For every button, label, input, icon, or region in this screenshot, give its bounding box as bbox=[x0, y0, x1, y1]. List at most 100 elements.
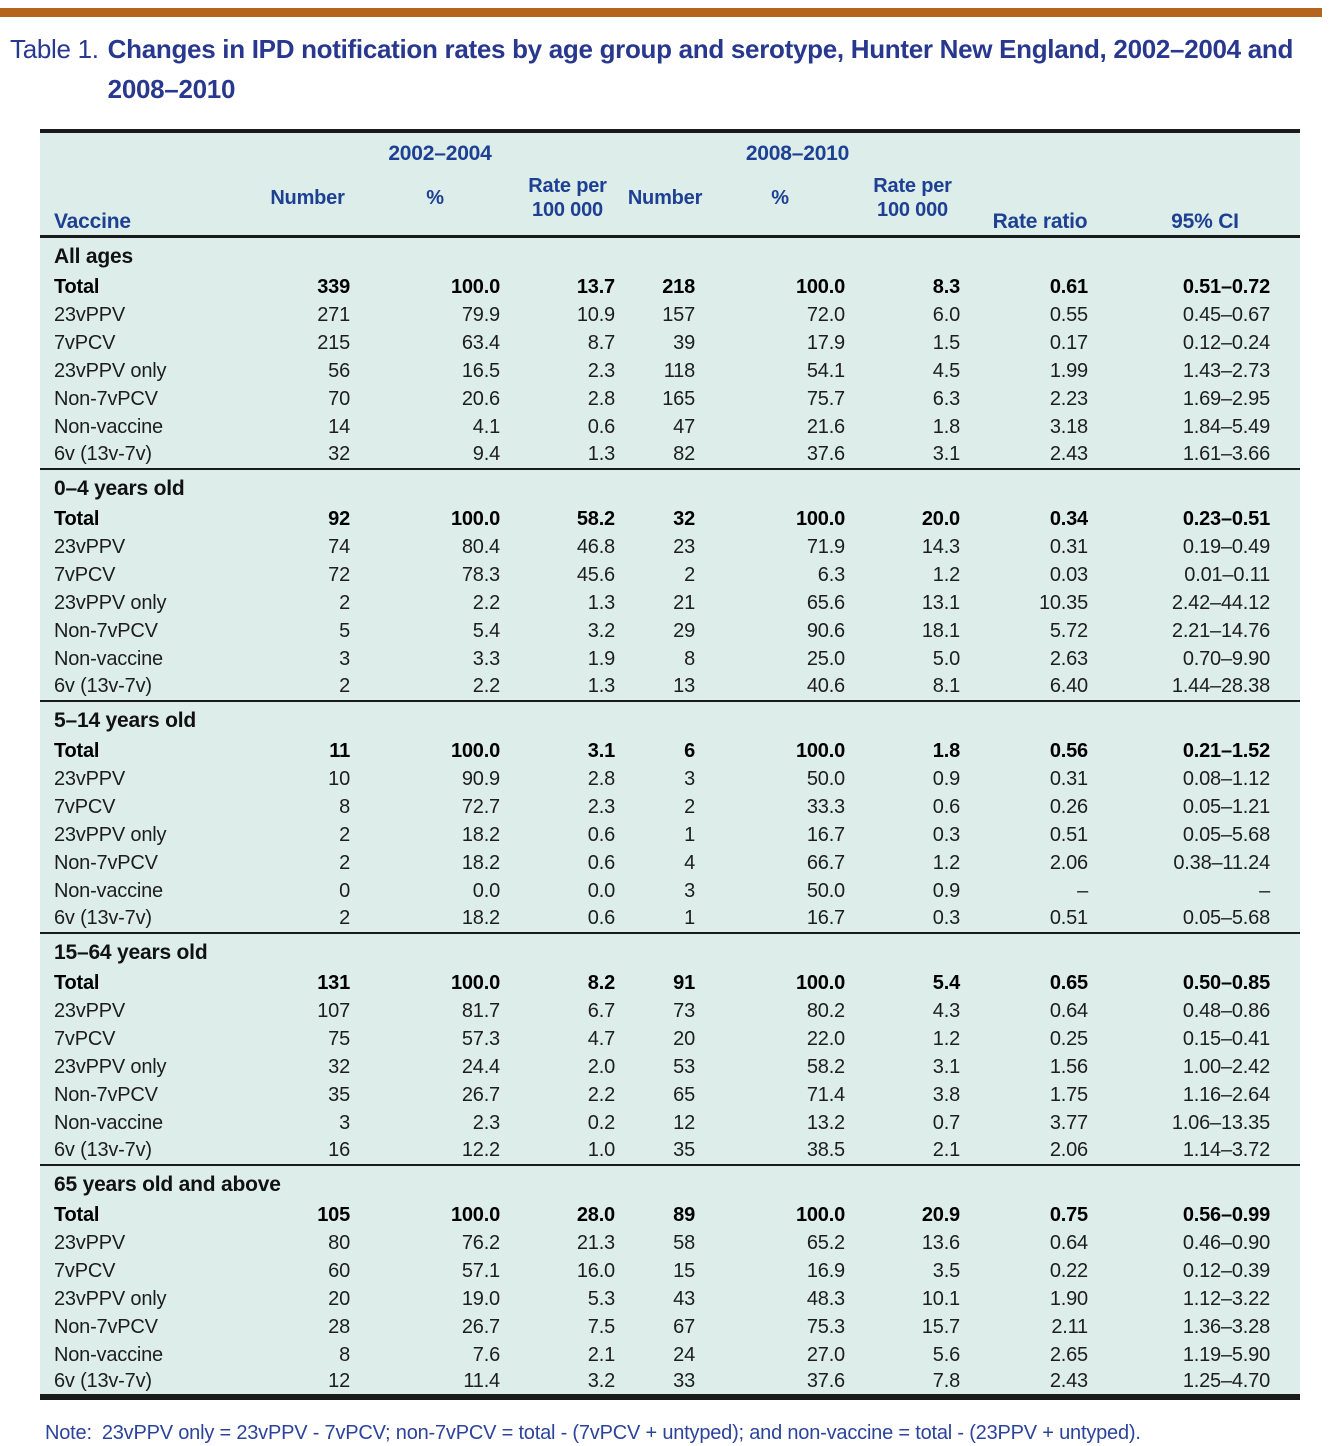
cell: 3.1 bbox=[932, 443, 960, 465]
table-row: Total 105 100.0 28.0 89 100.0 20.9 0.75 0.56–0.9… bbox=[40, 1201, 1300, 1229]
row-label: 7vPCV bbox=[54, 795, 116, 818]
table-row: 23vPPV only 2 2.2 1.3 21 65.6 13.1 10.35 2.42–44… bbox=[40, 589, 1300, 617]
cell: 63.4 bbox=[461, 331, 500, 354]
cell: 1.84–5.49 bbox=[1182, 415, 1270, 438]
cell: 2 bbox=[684, 795, 695, 818]
row-label: Total bbox=[54, 507, 100, 530]
cell: 0.34 bbox=[1049, 507, 1088, 530]
cell: 2.63 bbox=[1049, 647, 1088, 670]
cell: 78.3 bbox=[461, 563, 500, 586]
section-row: All ages bbox=[40, 235, 1300, 273]
cell: 1.8 bbox=[932, 739, 960, 762]
cell: 2.11 bbox=[1051, 1315, 1088, 1338]
cell: 21 bbox=[673, 591, 695, 614]
row-label: Non-7vPCV bbox=[54, 387, 158, 410]
cell: 2.1 bbox=[932, 1139, 960, 1161]
table-title-line2: 2008–2010 bbox=[107, 74, 236, 104]
cell: 6.3 bbox=[817, 563, 845, 586]
table-row: Non-vaccine 0 0.0 0.0 3 50.0 0.9 – – bbox=[40, 877, 1300, 905]
cell: 1 bbox=[684, 823, 695, 846]
row-label: 7vPCV bbox=[54, 1259, 116, 1282]
cell: 100.0 bbox=[795, 971, 845, 994]
cell: 26.7 bbox=[461, 1315, 500, 1338]
cell: 0.03 bbox=[1049, 563, 1088, 586]
cell: 12 bbox=[673, 1111, 695, 1134]
header-period-row: Vaccine 2002–2004 2008–2010 Rate ratio 9… bbox=[40, 131, 1300, 233]
cell: 100.0 bbox=[450, 971, 500, 994]
cell: 6.3 bbox=[932, 387, 960, 410]
table-row: Total 131 100.0 8.2 91 100.0 5.4 0.65 0.50–0.85 bbox=[40, 969, 1300, 997]
cell: 37.6 bbox=[806, 1370, 845, 1392]
header-sub-row: Number % Rate per 100 000 Number % Rate p… bbox=[40, 167, 1300, 237]
cell: 13.1 bbox=[921, 591, 960, 614]
cell: 71.9 bbox=[806, 535, 845, 558]
cell: 1.8 bbox=[932, 415, 960, 438]
cell: 75 bbox=[328, 1027, 350, 1050]
cell: 3.5 bbox=[932, 1259, 960, 1282]
cell: 0.26 bbox=[1049, 795, 1088, 818]
row-label: Non-7vPCV bbox=[54, 1083, 158, 1106]
cell: 71.4 bbox=[806, 1083, 845, 1106]
cell: 5 bbox=[339, 619, 350, 642]
row-label: Total bbox=[54, 1203, 100, 1226]
cell: 0.12–0.24 bbox=[1182, 331, 1270, 354]
cell: 19.0 bbox=[461, 1287, 500, 1310]
cell: 2.06 bbox=[1049, 1139, 1088, 1161]
section-row: 65 years old and above bbox=[40, 1164, 1300, 1201]
cell: 8 bbox=[339, 795, 350, 818]
cell: 2.21–14.76 bbox=[1171, 619, 1270, 642]
cell: 12.2 bbox=[461, 1139, 500, 1161]
cell: 0.23–0.51 bbox=[1182, 507, 1270, 530]
table-row: Non-7vPCV 2 18.2 0.6 4 66.7 1.2 2.06 0.38–11.24 bbox=[40, 849, 1300, 877]
cell: 20.0 bbox=[921, 507, 960, 530]
cell: 0.05–5.68 bbox=[1182, 823, 1270, 846]
cell: 3.77 bbox=[1049, 1111, 1088, 1134]
cell: 16 bbox=[328, 1139, 350, 1161]
cell: 10.1 bbox=[921, 1287, 960, 1310]
row-label: 23vPPV bbox=[54, 767, 126, 790]
cell: 1.14–3.72 bbox=[1182, 1139, 1270, 1161]
table-title-text: Changes in IPD notification rates by age… bbox=[107, 29, 1294, 109]
cell: 0.65 bbox=[1049, 971, 1088, 994]
cell: 4.7 bbox=[587, 1027, 615, 1050]
row-label: 6v (13v-7v) bbox=[54, 443, 152, 465]
section-row: 15–64 years old bbox=[40, 932, 1300, 969]
table-row: Total 11 100.0 3.1 6 100.0 1.8 0.56 0.21–1.52 bbox=[40, 737, 1300, 765]
cell: 8.2 bbox=[587, 971, 615, 994]
cell: 67 bbox=[673, 1315, 695, 1338]
cell: 80.2 bbox=[806, 999, 845, 1022]
cell: 2.3 bbox=[587, 359, 615, 382]
section-title: 65 years old and above bbox=[40, 1164, 1300, 1201]
cell: 0.9 bbox=[932, 767, 960, 790]
table-row: 6v (13v-7v) 12 11.4 3.2 33 37.6 7.8 2.43 1.25–4.… bbox=[40, 1369, 1300, 1397]
table-row: 23vPPV only 56 16.5 2.3 118 54.1 4.5 1.99 1.43–2… bbox=[40, 357, 1300, 385]
cell: 8.3 bbox=[932, 275, 960, 298]
row-label: 6v (13v-7v) bbox=[54, 675, 152, 697]
cell: 3 bbox=[684, 879, 695, 902]
cell: 20.6 bbox=[461, 387, 500, 410]
table-row: 6v (13v-7v) 32 9.4 1.3 82 37.6 3.1 2.43 1.61–3.6… bbox=[40, 441, 1300, 469]
cell: 58.2 bbox=[576, 507, 615, 530]
cell: 15.7 bbox=[921, 1315, 960, 1338]
row-label: 7vPCV bbox=[54, 1027, 116, 1050]
cell: 2.1 bbox=[587, 1343, 615, 1366]
cell: 0.05–1.21 bbox=[1182, 795, 1270, 818]
cell: 1.61–3.66 bbox=[1182, 443, 1270, 465]
cell: 80.4 bbox=[461, 535, 500, 558]
row-label: 23vPPV bbox=[54, 999, 126, 1022]
cell: 18.2 bbox=[461, 907, 500, 929]
cell: 0.70–9.90 bbox=[1182, 647, 1270, 670]
cell: 92 bbox=[328, 507, 350, 530]
cell: 0.12–0.39 bbox=[1182, 1259, 1270, 1282]
section-title: 0–4 years old bbox=[40, 468, 1300, 505]
cell: 2 bbox=[339, 851, 350, 874]
cell: 0.51–0.72 bbox=[1182, 275, 1270, 298]
section-title: 5–14 years old bbox=[40, 700, 1300, 737]
cell: 2 bbox=[339, 591, 350, 614]
cell: 0.21–1.52 bbox=[1182, 739, 1270, 762]
cell: 82 bbox=[673, 443, 695, 465]
cell: 16.7 bbox=[806, 907, 845, 929]
cell: 1.00–2.42 bbox=[1182, 1055, 1270, 1078]
cell: 3.2 bbox=[587, 1370, 615, 1392]
cell: – bbox=[1077, 879, 1088, 902]
